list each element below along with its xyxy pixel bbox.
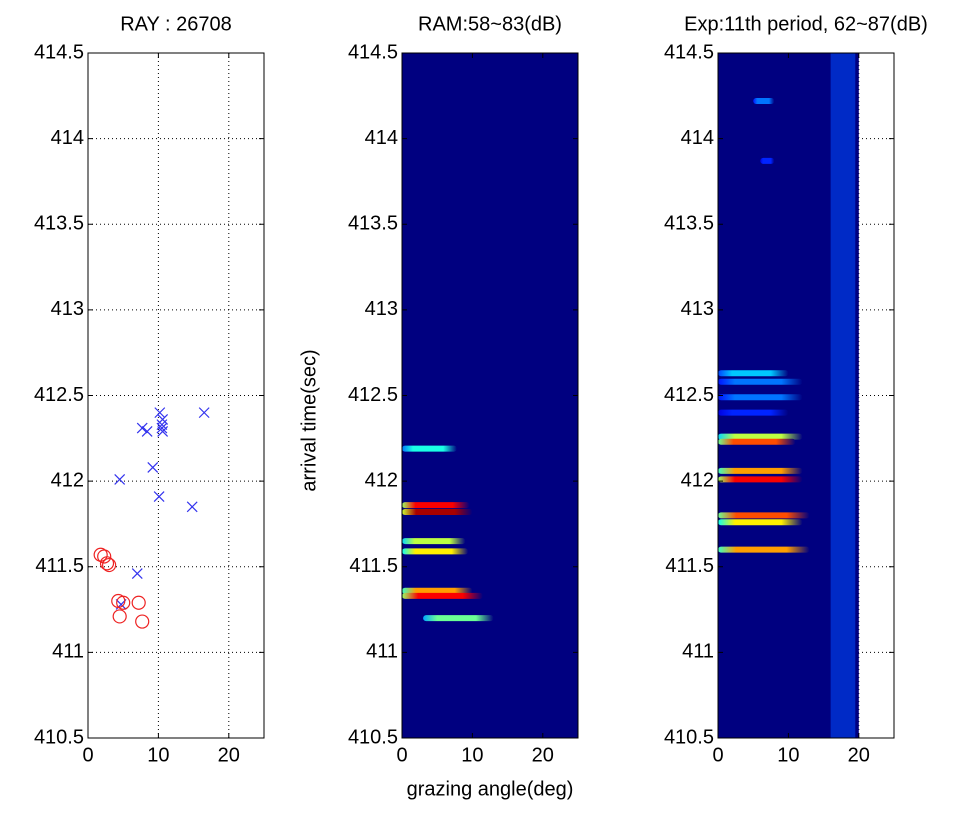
- x-tick-label: 20: [532, 744, 554, 766]
- heatmap-streak: [753, 97, 775, 104]
- heatmap-streak: [718, 476, 803, 483]
- marker: [99, 556, 115, 571]
- x-tick-label: 20: [848, 744, 870, 766]
- marker: [154, 407, 166, 419]
- y-tick-label: 411.5: [349, 555, 398, 577]
- y-tick-label: 414.5: [664, 41, 714, 63]
- y-tick-label: 411.5: [35, 555, 84, 577]
- heatmap-streak: [402, 538, 466, 545]
- y-tick-label: 414.5: [34, 41, 84, 63]
- heatmap-streak: [718, 378, 803, 385]
- x-tick-label: 10: [777, 744, 799, 766]
- heatmap-streak: [718, 433, 803, 440]
- heatmap-streak: [402, 587, 473, 594]
- y-tick-label: 412.5: [34, 384, 84, 406]
- marker: [198, 407, 210, 419]
- heatmap-streak: [718, 546, 810, 553]
- y-tick-label: 412.5: [348, 384, 398, 406]
- y-tick-label: 410.5: [348, 726, 398, 748]
- heatmap-streak: [402, 445, 457, 452]
- y-tick-label: 412.5: [664, 384, 714, 406]
- marker: [102, 557, 117, 573]
- marker: [112, 609, 127, 624]
- subplot-title: RAY : 26708: [120, 13, 232, 35]
- heatmap-streak: [423, 615, 494, 622]
- heatmap-streak: [402, 508, 473, 515]
- heatmap-streak: [718, 512, 810, 519]
- heatmap-background: [402, 53, 578, 738]
- y-tick-label: 413: [681, 298, 714, 320]
- heatmap-streak: [760, 157, 775, 164]
- y-tick-label: 414: [365, 127, 398, 149]
- y-tick-label: 412: [365, 469, 398, 491]
- heatmap-column: [830, 53, 856, 738]
- marker: [116, 595, 131, 610]
- y-tick-label: 411.5: [665, 555, 714, 577]
- y-tick-label: 411: [366, 641, 398, 663]
- marker: [97, 549, 112, 564]
- marker: [141, 426, 153, 437]
- y-tick-label: 411: [682, 641, 714, 663]
- marker: [156, 422, 168, 434]
- subplot-title: RAM:58~83(dB): [418, 13, 562, 35]
- marker: [136, 422, 148, 434]
- y-tick-label: 414.5: [348, 41, 398, 63]
- marker: [131, 568, 143, 580]
- heatmap-streak: [402, 548, 469, 555]
- heatmap-streak: [402, 502, 470, 509]
- y-tick-label: 412: [681, 469, 714, 491]
- x-tick-label: 0: [82, 744, 93, 766]
- heatmap-streak: [718, 370, 789, 377]
- subplot-title: Exp:11th period, 62~87(dB): [684, 13, 928, 35]
- x-tick-label: 20: [218, 744, 240, 766]
- y-tick-label: 413: [365, 298, 398, 320]
- x-tick-label: 10: [461, 744, 483, 766]
- marker: [135, 614, 150, 629]
- marker: [157, 426, 169, 437]
- marker: [131, 595, 146, 610]
- heatmap-streak: [718, 409, 789, 416]
- heatmap-streak: [718, 519, 803, 526]
- y-tick-label: 413.5: [348, 213, 398, 235]
- x-tick-label: 0: [396, 744, 407, 766]
- y-tick-label: 413.5: [664, 213, 714, 235]
- y-tick-label: 414: [681, 127, 714, 149]
- y-axis-label: arrival time(sec): [298, 349, 320, 491]
- y-tick-label: 413.5: [34, 213, 84, 235]
- y-tick-label: 410.5: [664, 726, 714, 748]
- y-tick-label: 412: [51, 469, 84, 491]
- marker: [153, 491, 165, 502]
- marker: [147, 462, 159, 473]
- x-tick-label: 0: [712, 744, 723, 766]
- marker: [186, 501, 198, 513]
- y-tick-label: 414: [51, 127, 84, 149]
- y-tick-label: 411: [52, 641, 84, 663]
- marker: [114, 473, 126, 485]
- x-tick-label: 10: [147, 744, 169, 766]
- heatmap-streak: [402, 592, 483, 599]
- heatmap-streak: [718, 438, 796, 445]
- heatmap-streak: [718, 394, 803, 401]
- x-axis-label: grazing angle(deg): [407, 778, 574, 800]
- y-tick-label: 413: [51, 298, 84, 320]
- heatmap-streak: [718, 467, 803, 474]
- y-tick-label: 410.5: [34, 726, 84, 748]
